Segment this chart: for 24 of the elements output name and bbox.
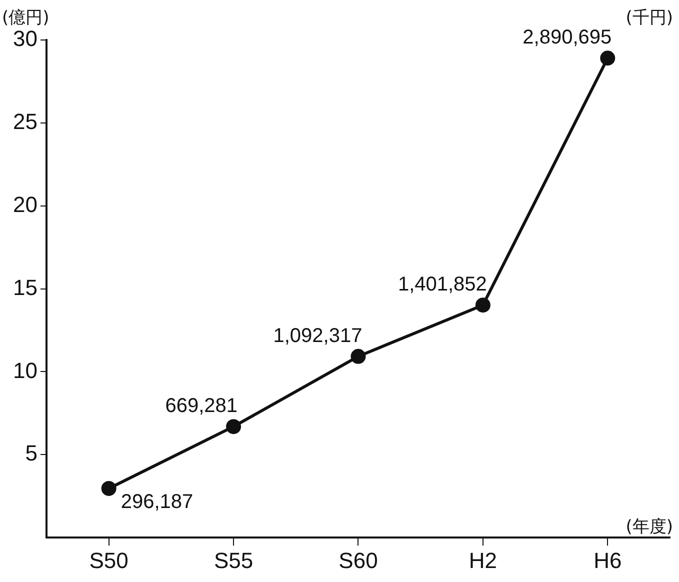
point [600, 50, 616, 66]
text: 1,092,317 [273, 324, 362, 347]
y-tick-label: 15 [12, 274, 38, 300]
text: 296,187 [120, 490, 194, 513]
text: 2,890,695 [522, 26, 612, 49]
x-axis-title: (年度) [626, 516, 673, 538]
y-tick-label: 20 [12, 192, 38, 217]
y-tick-label: 5 [25, 440, 38, 466]
x-tick-label: S60 [338, 548, 378, 573]
point [350, 348, 366, 364]
x-tick-label: H2 [468, 548, 498, 573]
point [475, 298, 490, 313]
x-tick-label: S50 [89, 548, 128, 573]
point [101, 480, 116, 496]
text: (千円) [626, 7, 673, 29]
y-axis-title: (億円) [2, 7, 50, 29]
text: 1,401,852 [398, 274, 487, 296]
y-tick-label: 30 [12, 26, 38, 52]
x-tick-label: S55 [214, 548, 254, 573]
point [226, 419, 242, 434]
text: 669,281 [165, 395, 238, 418]
x-tick-label: H6 [594, 548, 622, 573]
y-tick-label: 25 [12, 108, 38, 134]
y-tick-label: 10 [12, 358, 38, 383]
